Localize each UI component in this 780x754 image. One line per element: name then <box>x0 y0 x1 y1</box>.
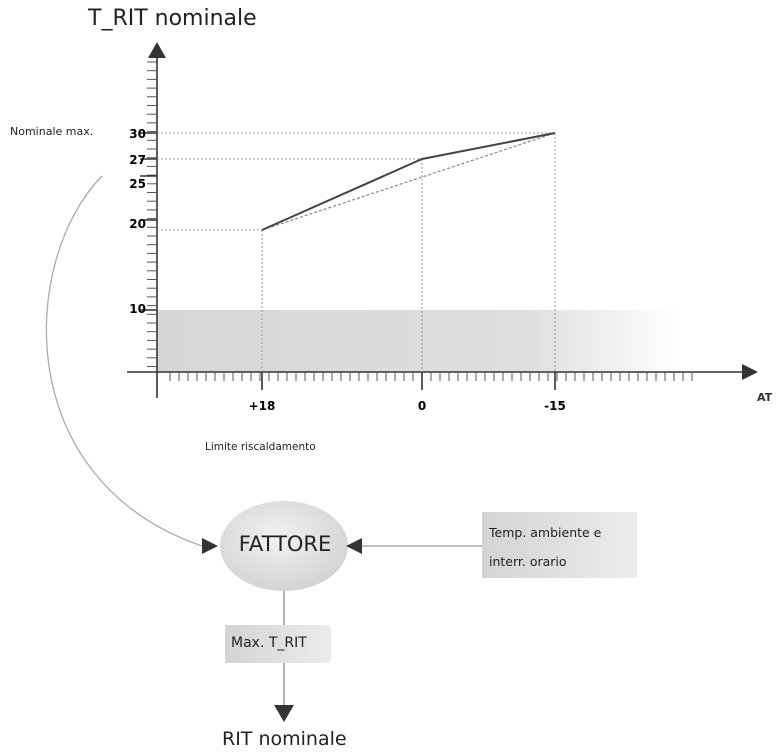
dotted-reference-line <box>262 133 555 230</box>
max-t-rit-box: Max. T_RIT <box>225 625 331 663</box>
ambient-box-line2: interr. orario <box>489 554 567 569</box>
y-axis-minor-ticks <box>147 62 157 367</box>
x-axis-arrow <box>742 364 758 380</box>
x-tick-label-0: 0 <box>418 399 426 413</box>
x-axis-title: AT <box>757 391 772 404</box>
output-label: RIT nominale <box>222 728 347 750</box>
x-tick-label-minus15: -15 <box>544 399 566 413</box>
shaded-band <box>157 310 682 372</box>
output-arrow-head <box>274 705 294 722</box>
x-axis-minor-ticks <box>170 372 692 381</box>
x-tick-label-plus18: +18 <box>249 399 276 413</box>
y-tick-label-20: 20 <box>129 217 146 231</box>
nominal-max-label: Nominale max. <box>10 125 93 138</box>
y-axis-title: T_RIT nominale <box>88 6 257 31</box>
y-axis-arrow <box>148 42 166 58</box>
factor-label: FATTORE <box>220 532 350 556</box>
ambient-temp-box: Temp. ambiente e interr. orario <box>482 512 637 578</box>
feedback-arc-arrow <box>202 538 218 554</box>
max-box-label: Max. T_RIT <box>231 635 307 651</box>
ambient-box-line1: Temp. ambiente e <box>489 525 601 540</box>
y-tick-label-10: 10 <box>129 302 146 316</box>
y-tick-label-30: 30 <box>129 127 146 141</box>
y-tick-label-25: 25 <box>129 177 146 191</box>
heating-limit-label: Limite riscaldamento <box>205 441 316 453</box>
y-tick-label-27: 27 <box>129 153 146 167</box>
